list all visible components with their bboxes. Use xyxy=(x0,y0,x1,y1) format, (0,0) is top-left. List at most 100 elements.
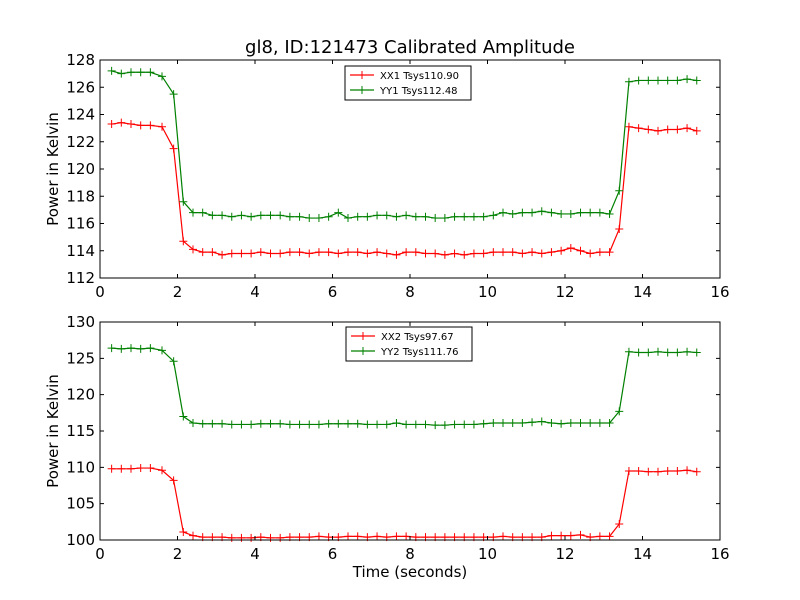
data-point xyxy=(382,420,391,429)
y-tick-label: 122 xyxy=(66,133,95,151)
x-tick-label: 14 xyxy=(633,283,652,301)
data-point xyxy=(146,344,155,353)
data-point xyxy=(146,121,155,130)
data-point xyxy=(576,208,585,217)
data-point xyxy=(314,532,323,541)
data-point xyxy=(353,532,362,541)
data-point xyxy=(489,248,498,257)
x-tick-label: 0 xyxy=(95,283,105,301)
data-point xyxy=(576,530,585,539)
data-point xyxy=(595,208,604,217)
y-tick-label: 105 xyxy=(66,495,95,513)
data-point xyxy=(334,419,343,428)
data-point xyxy=(392,532,401,541)
data-point xyxy=(440,421,449,430)
y-axis-label: Power in Kelvin xyxy=(44,374,62,488)
legend-label: XX1 Tsys110.90 xyxy=(380,71,459,82)
data-point xyxy=(305,249,314,258)
data-point xyxy=(508,209,517,218)
data-point xyxy=(169,357,178,366)
data-point xyxy=(469,420,478,429)
data-point xyxy=(256,419,265,428)
data-point xyxy=(557,419,566,428)
data-point xyxy=(421,212,430,221)
data-point xyxy=(373,532,382,541)
data-point xyxy=(586,208,595,217)
data-point xyxy=(683,75,692,84)
y-tick-label: 112 xyxy=(66,269,95,287)
data-point xyxy=(576,246,585,255)
data-point xyxy=(673,76,682,85)
data-point xyxy=(518,208,527,217)
y-tick-label: 130 xyxy=(66,313,95,331)
x-tick-label: 16 xyxy=(710,545,729,563)
data-point xyxy=(605,532,614,541)
data-point xyxy=(127,464,135,473)
data-point xyxy=(547,419,556,428)
data-point xyxy=(624,347,633,356)
data-point xyxy=(586,249,595,258)
data-point xyxy=(537,417,546,426)
data-point xyxy=(421,249,430,258)
data-point xyxy=(450,420,459,429)
data-point xyxy=(411,212,420,221)
legend-box xyxy=(344,65,472,101)
data-point xyxy=(247,212,256,221)
data-point xyxy=(450,249,459,258)
data-point xyxy=(692,348,701,357)
y-tick-label: 110 xyxy=(66,458,95,476)
data-point xyxy=(566,419,575,428)
data-point xyxy=(692,76,701,85)
x-tick-label: 2 xyxy=(173,283,183,301)
data-point xyxy=(373,420,382,429)
x-axis-label: Time (seconds) xyxy=(352,563,468,581)
legend-marker xyxy=(358,86,366,94)
data-point xyxy=(557,246,566,255)
data-point xyxy=(605,248,614,257)
data-point xyxy=(363,420,372,429)
x-tick-label: 4 xyxy=(250,283,260,301)
data-point xyxy=(692,467,701,476)
data-point xyxy=(634,76,643,85)
data-point xyxy=(624,122,633,131)
data-point xyxy=(324,248,333,257)
data-point xyxy=(295,420,304,429)
data-point xyxy=(276,249,285,258)
data-point xyxy=(683,347,692,356)
data-point xyxy=(198,419,207,428)
data-point xyxy=(208,211,217,220)
data-point xyxy=(127,120,135,129)
data-point xyxy=(266,211,275,220)
data-point xyxy=(107,344,116,353)
legend-marker xyxy=(359,347,367,355)
data-point xyxy=(314,214,323,223)
data-point xyxy=(136,68,145,77)
figure-title: gl8, ID:121473 Calibrated Amplitude xyxy=(245,37,575,58)
data-point xyxy=(566,244,575,253)
data-point xyxy=(373,211,382,220)
x-tick-label: 14 xyxy=(633,545,652,563)
data-point xyxy=(334,208,343,217)
data-point xyxy=(692,126,701,135)
data-point xyxy=(469,249,478,258)
data-point xyxy=(146,68,155,77)
data-point xyxy=(344,532,352,541)
data-point xyxy=(440,214,449,223)
data-point xyxy=(450,212,459,221)
data-point xyxy=(615,407,624,416)
data-point xyxy=(382,211,391,220)
data-point xyxy=(179,237,188,246)
data-point xyxy=(169,476,178,485)
y-tick-label: 118 xyxy=(66,187,95,205)
data-point xyxy=(334,249,343,258)
data-point xyxy=(127,68,135,77)
data-point xyxy=(117,118,126,127)
y-tick-label: 100 xyxy=(66,531,95,549)
data-point xyxy=(489,419,498,428)
data-point xyxy=(634,348,643,357)
x-tick-label: 10 xyxy=(478,545,497,563)
data-point xyxy=(266,249,275,258)
data-point xyxy=(557,209,566,218)
data-point xyxy=(344,419,352,428)
data-point xyxy=(479,249,488,258)
